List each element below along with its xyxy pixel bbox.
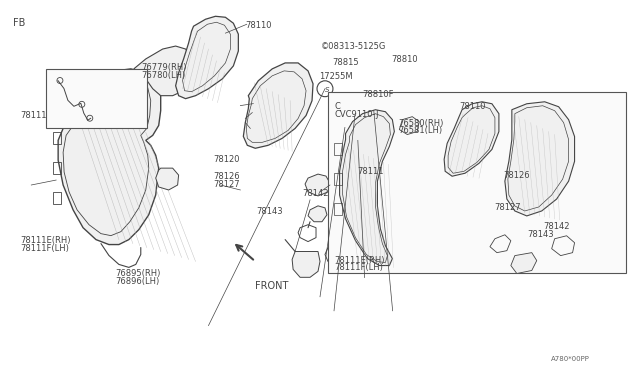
Polygon shape (340, 110, 394, 266)
Text: 17255M: 17255M (319, 72, 353, 81)
Polygon shape (175, 16, 238, 99)
Polygon shape (308, 206, 327, 222)
Polygon shape (292, 251, 320, 277)
Text: 78127: 78127 (494, 203, 520, 212)
Text: 78120: 78120 (213, 155, 239, 164)
Text: 78126: 78126 (213, 172, 239, 181)
Polygon shape (530, 186, 548, 205)
Text: 78111: 78111 (20, 111, 47, 121)
Text: A780*00PP: A780*00PP (550, 356, 589, 362)
Text: 76580(RH): 76580(RH) (398, 119, 444, 128)
Polygon shape (243, 63, 313, 148)
Text: 78110: 78110 (245, 21, 271, 30)
Polygon shape (156, 168, 179, 190)
Polygon shape (511, 253, 537, 273)
Text: 78142: 78142 (302, 189, 329, 198)
Text: 78815: 78815 (333, 58, 360, 67)
Text: 78111F(LH): 78111F(LH) (335, 263, 383, 272)
Polygon shape (58, 69, 161, 244)
Text: C: C (335, 102, 340, 111)
Text: S: S (324, 87, 329, 93)
Text: 78111: 78111 (357, 167, 383, 176)
Text: 76896(LH): 76896(LH) (115, 277, 159, 286)
Text: 78127: 78127 (213, 180, 239, 189)
Text: 78110: 78110 (459, 102, 485, 111)
Text: 78126: 78126 (504, 171, 530, 180)
Text: 76779(RH): 76779(RH) (141, 63, 187, 72)
Text: 78810F: 78810F (363, 90, 394, 99)
Bar (328, 92, 626, 273)
Text: 78111E(RH): 78111E(RH) (20, 236, 71, 245)
Text: 76581(LH): 76581(LH) (398, 126, 442, 135)
Text: FRONT: FRONT (255, 281, 289, 291)
Polygon shape (305, 174, 330, 196)
Polygon shape (444, 102, 499, 176)
Text: 78143: 78143 (528, 230, 554, 239)
Polygon shape (341, 105, 357, 122)
Text: 78810: 78810 (392, 55, 418, 64)
Text: 76895(RH): 76895(RH) (115, 269, 160, 278)
Text: 78143: 78143 (256, 206, 283, 216)
Text: ©08313-5125G: ©08313-5125G (321, 42, 387, 51)
Text: 78142: 78142 (543, 222, 570, 231)
Polygon shape (399, 117, 419, 135)
Polygon shape (134, 46, 193, 96)
Polygon shape (371, 103, 388, 119)
Text: 78111F(LH): 78111F(LH) (20, 244, 69, 253)
Text: 76780(LH): 76780(LH) (141, 71, 186, 80)
Polygon shape (505, 102, 575, 216)
Text: 78111E(RH): 78111E(RH) (335, 256, 385, 265)
Bar (46, 68, 147, 128)
Text: FB: FB (13, 18, 25, 28)
Text: CVC9110-J: CVC9110-J (335, 109, 379, 119)
